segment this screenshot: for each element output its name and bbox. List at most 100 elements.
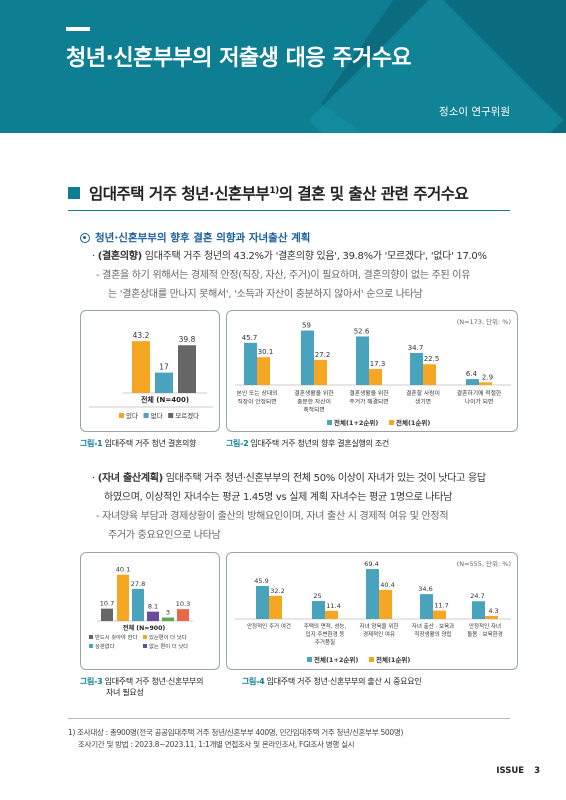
fig2-caption: 그림-2 임대주택 거주 청년의 향후 결혼실행의 조건: [226, 439, 389, 448]
fig3-bar: [177, 609, 189, 621]
fig3-legend-label: 반드시 갖아야 한다: [95, 633, 137, 641]
fig2-data-label: 2.9: [482, 373, 493, 381]
fig4-data-label: 24.7: [470, 592, 484, 600]
fig4-category-label: 직장생활의 양립: [414, 630, 451, 638]
fig2-category-label: 결혼생활을 위한: [349, 389, 389, 397]
fig3-chart: 10.7 40.127.8 8.1 3 10.3 전체 (N=900)반드시 갖아야 한다…: [89, 566, 193, 650]
fig1-data-label: 17: [159, 363, 169, 372]
fig1-legend-swatch: [143, 413, 149, 418]
para1-line2: - 결혼을 하기 위해서는 경제적 안정(직장, 자산, 주거)이 필요하며, …: [96, 270, 471, 281]
fig2-bar: [410, 352, 423, 385]
para2-line3: - 자녀양육 부담과 경제상황이 출산의 방해요인이며, 자녀 출산 시 경제적…: [96, 511, 449, 522]
fig2-category-label: 결혼할 사람이: [406, 389, 440, 397]
fig3-data-label: 8.1: [148, 603, 158, 611]
fig4-data-label: 11.4: [326, 602, 340, 610]
fig3-data-label: 10.3: [176, 600, 190, 608]
fig2-data-label: 45.7: [242, 334, 258, 342]
fig2-bar: [369, 369, 382, 385]
fig2-category-label: 충분한 자산이: [297, 397, 331, 405]
fig3-bar: [132, 588, 144, 621]
sub-heading: 청년·신혼부부의 향후 결혼 의향과 자녀출산 계획: [80, 230, 310, 245]
section-title: 임대주택 거주 청년·신혼부부1)의 결혼 및 출산 관련 주거수요: [68, 182, 469, 204]
fig2-box: (N=173, 단위: %) 45.7 30.1 본인 또는 상대의 직장이 안정되면 5…: [226, 310, 518, 432]
title-dash: [66, 27, 90, 31]
fig1-bar: [132, 341, 150, 393]
fig4-category-label: 자녀 양육을 위한: [360, 622, 399, 630]
fig3-box: 10.7 40.1 27.8 8.1 3 10.3 전체 (N=900) 반드시 갖아야 한다…: [80, 552, 220, 670]
page-number: ISSUE 3: [496, 766, 540, 776]
fig4-category-label: 주거품질: [315, 638, 335, 646]
fig2-category-label: 결혼생활을 위한: [294, 389, 334, 397]
fig2-bar: [356, 336, 369, 385]
fig3-bar: [117, 574, 129, 621]
fig2-note: (N=173, 단위: %): [457, 317, 511, 326]
fig4-legend-swatch: [307, 657, 312, 662]
fig4-bar: [325, 610, 338, 619]
footnote-line1: 1) 조사대상 : 총900명(전국 공공임대주택 거주 청년/신혼부부 400…: [68, 728, 404, 737]
section-footnote-ref: 1): [269, 185, 279, 196]
author: 정소이 연구위원: [439, 106, 510, 118]
fig4-category-label: 안정적인 주거 여건: [247, 622, 291, 630]
para1-line1: · (결혼의향) 임대주택 거주 청년의 43.2%가 '결혼의향 있음', 3…: [92, 251, 487, 262]
fig2-bar: [314, 359, 327, 385]
fig1-box: 43.2 17 39.8 전체 (N=400) 있다 없다 모르겠다: [80, 310, 220, 432]
para2-line4: 주거가 중요요인으로 나타남: [108, 530, 221, 541]
fig2-data-label: 17.3: [370, 360, 386, 368]
fig1-legend-label: 있다: [126, 411, 138, 420]
fig1-legend-label: 모르겠다: [175, 411, 199, 420]
fig1-caption: 그림-1 임대주택 거주 청년 결혼의향: [80, 439, 197, 448]
fig3-xlabel: 전체 (N=900): [123, 624, 166, 632]
target-icon: [80, 232, 90, 243]
fig1-data-label: 43.2: [133, 331, 150, 340]
para2-line1: · (자녀 출산계획) 임대주택 거주 청년·신혼부부의 전체 50% 이상이 …: [92, 473, 486, 484]
fig1-legend-label: 없다: [151, 411, 163, 420]
section-title-tail: 의 결혼 및 출산 관련 주거수요: [278, 185, 469, 203]
fig4-category-label: 자녀 출산 · 보육과: [412, 622, 454, 630]
fig3-bar: [147, 611, 159, 621]
fig4-caption: 그림-4 임대주택 거주 청년·신혼부부의 출산 시 중요요인: [242, 677, 422, 686]
fig4-bar: [485, 615, 498, 619]
fig2-bar: [466, 379, 479, 385]
fig4-data-label: 34.6: [418, 585, 432, 593]
fig4-chart: (N=555, 단위: %) 45.932.2 안정적인 주거 여건 25 11.4 주택…: [235, 559, 511, 664]
fig2-data-label: 6.4: [466, 370, 478, 378]
fig4-data-label: 40.4: [380, 581, 394, 589]
fig2-legend-swatch: [327, 420, 332, 425]
fig2-data-label: 59: [302, 322, 311, 330]
fig2-category-label: 직장이 안정되면: [237, 397, 276, 405]
para1-line3: 는 '결혼상대를 만나지 못해서', '소득과 자산이 충분하지 않아서' 순으…: [108, 289, 423, 300]
fig2-legend-label: 전체(1+2순위): [334, 418, 378, 427]
fig2-legend-swatch: [389, 420, 394, 425]
fig2-category-label: 축적되면: [303, 406, 324, 414]
fig2-category-label: 주거가 해결되면: [349, 397, 388, 405]
para2-bold: (자녀 출산계획): [97, 473, 163, 484]
section-square-icon: [68, 187, 80, 199]
fig1-legend-swatch: [119, 413, 124, 418]
fig2-bar: [257, 357, 270, 385]
header-banner: 청년·신혼부부의 저출생 대응 주거수요 정소이 연구위원: [0, 0, 566, 133]
fig2-category-label: 생기면: [415, 397, 431, 405]
fig1-chart: 43.2 17 39.8 전체 (N=400)있다 없다 모르겠다: [89, 331, 213, 420]
fig2-data-label: 27.2: [315, 351, 331, 359]
fig1-legend-swatch: [168, 413, 174, 418]
fig4-bar: [366, 569, 379, 619]
fig1-bar: [155, 372, 173, 393]
fig2-bar: [479, 382, 492, 385]
fig4-category-label: 주택의 면적, 성능,: [304, 622, 347, 630]
fig4-legend-swatch: [369, 657, 374, 662]
para2-line2: 하였으며, 이상적인 자녀수는 평균 1.45명 vs 실제 계획 자녀수는 평…: [104, 492, 453, 503]
section-rule: [68, 210, 510, 211]
fig3-legend-swatch: [89, 635, 93, 639]
fig4-note: (N=555, 단위: %): [457, 559, 511, 568]
fig4-bar: [312, 601, 325, 619]
fig4-bar: [433, 610, 446, 619]
fig4-bar: [269, 595, 282, 619]
fig4-bar: [420, 594, 433, 619]
fig2-bar: [301, 330, 314, 385]
fig4-data-label: 45.9: [254, 577, 268, 585]
fig3-data-label: 40.1: [116, 566, 130, 574]
para1-bold: (결혼의향): [97, 251, 142, 262]
fig1-bar: [178, 345, 196, 393]
fig4-data-label: 4.3: [488, 607, 498, 615]
fig4-data-label: 69.4: [364, 560, 378, 568]
